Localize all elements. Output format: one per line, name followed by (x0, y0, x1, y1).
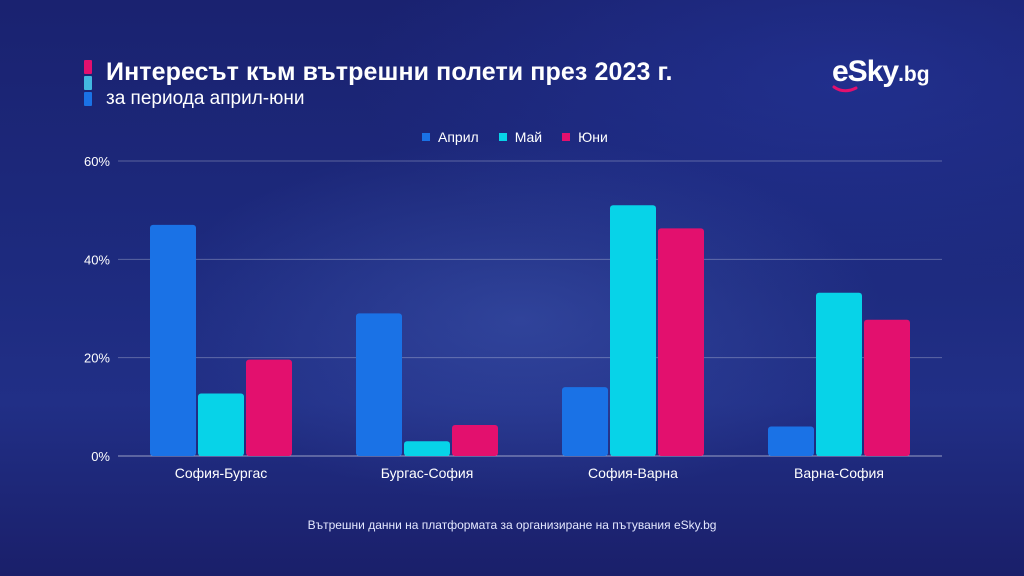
y-tick-label: 40% (84, 252, 110, 267)
esky-logo[interactable]: eSky.bg (832, 55, 930, 89)
y-tick-label: 0% (91, 449, 110, 464)
logo-swoosh-icon (832, 85, 858, 93)
bar-june (246, 359, 292, 456)
chart-legend: Април Май Юни (422, 129, 608, 145)
bar-may (404, 441, 450, 456)
logo-brand: eSky (832, 55, 899, 88)
logo-domain: .bg (898, 63, 930, 86)
bar-may (198, 393, 244, 456)
bar-june (864, 319, 910, 456)
accent-bar-blue (84, 92, 92, 106)
bar-june (452, 425, 498, 456)
chart-subtitle: за периода април-юни (106, 88, 305, 109)
bar-chart: 0% 20% 40% 60% София-Бургас Бургас-София София… (84, 154, 910, 481)
accent-bar-cyan (84, 76, 92, 90)
legend-label-june: Юни (578, 129, 608, 145)
bar-may (816, 292, 862, 456)
bar-april (768, 426, 814, 456)
legend-swatch-june (562, 133, 571, 141)
legend-label-may: Май (514, 129, 543, 145)
bar-april (150, 224, 196, 456)
y-tick-label: 20% (84, 351, 110, 366)
legend-item-june: Юни (562, 129, 608, 145)
legend-item-april: Април (422, 129, 479, 145)
legend-label-april: Април (438, 129, 479, 145)
bar-april (562, 387, 608, 456)
bar-april (356, 313, 402, 456)
legend-item-may: Май (498, 129, 543, 145)
accent-bar-pink (84, 60, 92, 74)
bar-may (610, 205, 656, 456)
x-category-label: София-Варна (588, 465, 678, 481)
chart-title: Интересът към вътрешни полети през 2023 … (106, 58, 673, 86)
legend-swatch-may (498, 133, 507, 141)
x-category-label: София-Бургас (175, 465, 268, 481)
legend-swatch-april (422, 133, 430, 141)
x-category-label: Варна-София (794, 465, 884, 481)
bar-june (658, 228, 704, 456)
x-category-label: Бургас-София (381, 465, 474, 481)
y-tick-label: 60% (84, 154, 110, 169)
source-note: Вътрешни данни на платформата за организ… (307, 518, 717, 532)
